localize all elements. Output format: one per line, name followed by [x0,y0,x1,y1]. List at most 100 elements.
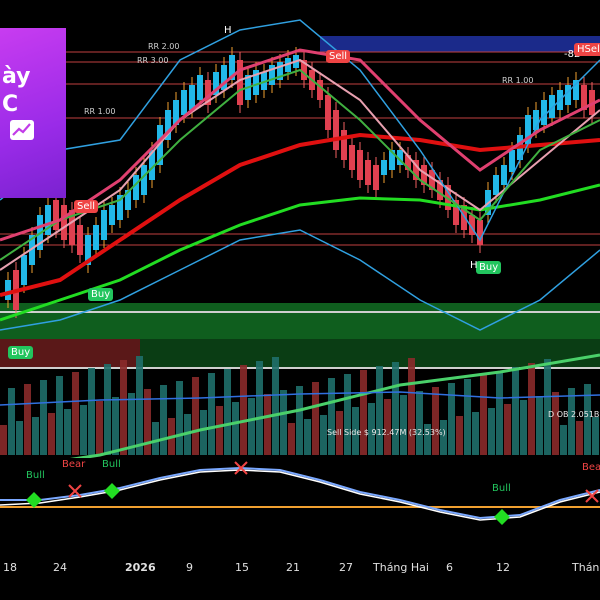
osc-bull-1: Bull [26,470,45,481]
buy-signal-1[interactable]: Buy [8,346,34,359]
bear-cross [234,461,248,475]
candle-body [533,110,539,130]
candle-body [21,255,27,285]
trend-chart-icon [10,120,34,140]
volume-bar [216,406,223,455]
candle-body [77,225,83,255]
osc-bull-3: Bull [492,483,511,494]
bear-cross [585,489,599,503]
rr-3-label: RR 3.00 [137,56,169,65]
bull-diamond [104,483,120,499]
promo-text-line2: C [2,92,19,117]
candle-body [213,72,219,95]
volume-bar [232,402,239,455]
volume-bar [576,421,583,455]
sell-side-value: $ 912.47M (32.53%) [363,428,446,437]
volume-trend-line [0,353,600,472]
candle-body [149,150,155,180]
buy-signal-3[interactable]: Buy [476,261,502,274]
candle-body [133,175,139,200]
x-axis-label: 27 [339,561,353,574]
volume-bar [32,417,39,455]
blue-zone [320,36,600,52]
candle-body [541,100,547,125]
promo-banner[interactable]: ày C [0,28,66,198]
volume-bar [368,403,375,455]
volume-bar [432,387,439,455]
candle-body [397,150,403,165]
volume-bar [360,370,367,455]
candle-body [237,60,243,105]
ma-red [0,48,600,242]
candle-body [45,205,51,235]
volume-bar [248,398,255,455]
candle-body [277,62,283,80]
candle-body [61,205,67,240]
x-axis-label: 21 [286,561,300,574]
sell-signal-1[interactable]: Sell [74,200,99,213]
bull-diamond [494,509,510,525]
ema-green [0,183,600,322]
candle-body [325,95,331,130]
green-zone [0,303,600,339]
volume-bar [8,388,15,455]
volume-bar [472,412,479,455]
volume-bar [136,356,143,455]
candle-body [229,55,235,80]
volume-bar [200,410,207,455]
volume-bar [208,373,215,455]
low-marker: H [470,260,478,271]
x-axis-label: 6 [446,561,453,574]
candle-body [205,80,211,105]
volume-bar [408,358,415,455]
sell-signal-2[interactable]: Sell [326,50,351,63]
volume-bar [504,404,511,455]
candle-body [461,205,467,230]
candle-body [173,100,179,125]
candle-body [141,165,147,195]
sell-side-label: Sell Side $ 912.47M (32.53%) [327,428,446,437]
candle-body [93,225,99,250]
candle-body [69,210,75,245]
volume-bar [336,411,343,455]
x-axis-label: 9 [186,561,193,574]
volume-bar [64,409,71,455]
volume-bar [16,421,23,455]
volume-bar [352,407,359,455]
candle-body [333,110,339,150]
volume-bar [496,371,503,455]
volume-bar [160,385,167,455]
x-axis-label: 12 [496,561,510,574]
buy-signal-2[interactable]: Buy [88,288,114,301]
volume-bar [512,367,519,455]
osc-bear-1: Bear [62,459,86,470]
candle-body [301,60,307,80]
candle-body [29,235,35,265]
candle-body [493,175,499,195]
volume-bar [440,420,447,455]
volume-bar [592,417,599,455]
price-tag: -82 [564,49,581,60]
volume-bar [536,396,543,455]
candle-body [389,150,395,170]
candle-body [117,195,123,220]
promo-text-line1: ày [2,64,31,89]
volume-bar [112,397,119,455]
candle-body [509,150,515,172]
volume-bar [120,360,127,455]
volume-bar [448,383,455,455]
volume-bar [376,366,383,455]
candle-body [197,75,203,100]
volume-bar [392,362,399,455]
volume-bar [424,424,431,455]
candle-body [157,125,163,165]
volume-bar [456,416,463,455]
ma-pink [0,58,600,271]
x-axis-label: Tháng [572,561,600,574]
high-marker: H [224,25,232,36]
volume-bar [152,422,159,455]
volume-bar [104,364,111,455]
